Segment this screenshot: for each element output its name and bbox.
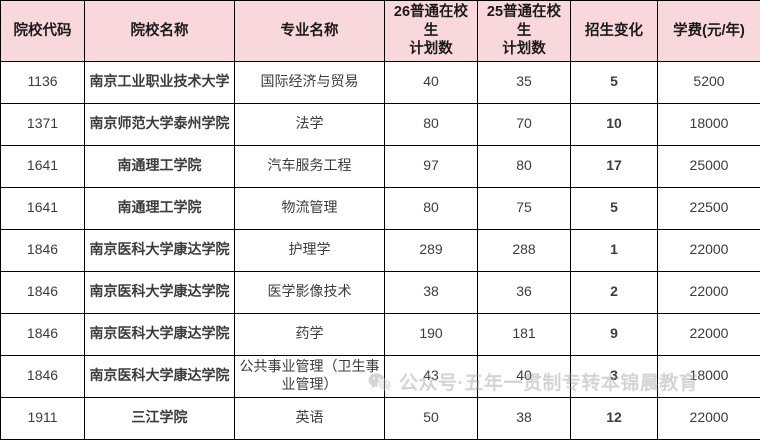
- cell-tuition-fee: 18000: [658, 355, 760, 397]
- cell-school-name: 南京工业职业技术大学: [85, 61, 235, 103]
- cell-major-name: 药学: [235, 313, 385, 355]
- column-header-plan25-line1: 25普通在校生: [487, 4, 561, 39]
- cell-major-name: 法学: [235, 103, 385, 145]
- cell-plan-2026: 80: [385, 187, 478, 229]
- enrollment-table-container: 院校代码 院校名称 专业名称 26普通在校生 计划数 25普通在校生 计划数 招…: [0, 0, 760, 413]
- cell-school-name: 三江学院: [85, 397, 235, 439]
- table-header-row: 院校代码 院校名称 专业名称 26普通在校生 计划数 25普通在校生 计划数 招…: [1, 1, 760, 62]
- cell-plan-2025: 40: [478, 355, 571, 397]
- cell-enrollment-change: 5: [571, 61, 658, 103]
- cell-enrollment-change: 3: [571, 355, 658, 397]
- column-header-plan25: 25普通在校生 计划数: [478, 1, 571, 62]
- cell-major-name: 国际经济与贸易: [235, 61, 385, 103]
- cell-tuition-fee: 25000: [658, 145, 760, 187]
- cell-plan-2025: 70: [478, 103, 571, 145]
- cell-school-code: 1371: [1, 103, 85, 145]
- cell-school-code: 1846: [1, 313, 85, 355]
- cell-tuition-fee: 22500: [658, 187, 760, 229]
- cell-school-code: 1641: [1, 187, 85, 229]
- column-header-school: 院校名称: [85, 1, 235, 62]
- cell-enrollment-change: 10: [571, 103, 658, 145]
- table-header: 院校代码 院校名称 专业名称 26普通在校生 计划数 25普通在校生 计划数 招…: [1, 1, 760, 62]
- column-header-change-label: 招生变化: [585, 23, 643, 39]
- column-header-major-label: 专业名称: [281, 23, 339, 39]
- cell-plan-2025: 35: [478, 61, 571, 103]
- cell-school-name: 南通理工学院: [85, 187, 235, 229]
- cell-school-name: 南京医科大学康达学院: [85, 313, 235, 355]
- cell-school-name: 南京医科大学康达学院: [85, 355, 235, 397]
- cell-enrollment-change: 17: [571, 145, 658, 187]
- column-header-plan26: 26普通在校生 计划数: [385, 1, 478, 62]
- cell-school-code: 1911: [1, 397, 85, 439]
- cell-enrollment-change: 12: [571, 397, 658, 439]
- cell-plan-2025: 36: [478, 271, 571, 313]
- column-header-plan26-line2: 计划数: [409, 41, 453, 57]
- cell-school-code: 1846: [1, 271, 85, 313]
- cell-school-code: 1136: [1, 61, 85, 103]
- cell-school-name: 南京医科大学康达学院: [85, 271, 235, 313]
- cell-school-code: 1641: [1, 145, 85, 187]
- cell-enrollment-change: 9: [571, 313, 658, 355]
- column-header-plan26-line1: 26普通在校生: [394, 4, 468, 39]
- cell-plan-2026: 38: [385, 271, 478, 313]
- cell-tuition-fee: 22000: [658, 397, 760, 439]
- column-header-fee: 学费(元/年): [658, 1, 760, 62]
- cell-school-name: 南京医科大学康达学院: [85, 229, 235, 271]
- column-header-code-label: 院校代码: [14, 23, 72, 39]
- cell-school-code: 1846: [1, 229, 85, 271]
- column-header-code: 院校代码: [1, 1, 85, 62]
- cell-plan-2026: 190: [385, 313, 478, 355]
- cell-plan-2026: 97: [385, 145, 478, 187]
- cell-tuition-fee: 22000: [658, 313, 760, 355]
- cell-school-name: 南京师范大学泰州学院: [85, 103, 235, 145]
- cell-plan-2025: 181: [478, 313, 571, 355]
- cell-plan-2026: 50: [385, 397, 478, 439]
- cell-plan-2025: 75: [478, 187, 571, 229]
- cell-plan-2026: 289: [385, 229, 478, 271]
- column-header-plan25-line2: 计划数: [502, 41, 546, 57]
- cell-tuition-fee: 22000: [658, 271, 760, 313]
- cell-school-name: 南通理工学院: [85, 145, 235, 187]
- cell-major-name: 公共事业管理（卫生事业管理）: [235, 355, 385, 397]
- cell-plan-2025: 38: [478, 397, 571, 439]
- cell-enrollment-change: 1: [571, 229, 658, 271]
- cell-major-name: 英语: [235, 397, 385, 439]
- cell-plan-2026: 43: [385, 355, 478, 397]
- cell-tuition-fee: 5200: [658, 61, 760, 103]
- cell-tuition-fee: 18000: [658, 103, 760, 145]
- cell-enrollment-change: 5: [571, 187, 658, 229]
- cell-major-name: 医学影像技术: [235, 271, 385, 313]
- cell-tuition-fee: 22000: [658, 229, 760, 271]
- column-header-school-label: 院校名称: [131, 23, 189, 39]
- cell-plan-2025: 80: [478, 145, 571, 187]
- cell-school-code: 1846: [1, 355, 85, 397]
- cell-plan-2026: 80: [385, 103, 478, 145]
- cell-major-name: 汽车服务工程: [235, 145, 385, 187]
- cell-plan-2026: 40: [385, 61, 478, 103]
- cell-major-name: 物流管理: [235, 187, 385, 229]
- cell-major-name: 护理学: [235, 229, 385, 271]
- cell-enrollment-change: 2: [571, 271, 658, 313]
- column-header-change: 招生变化: [571, 1, 658, 62]
- column-header-major: 专业名称: [235, 1, 385, 62]
- cell-plan-2025: 288: [478, 229, 571, 271]
- column-header-fee-label: 学费(元/年): [673, 23, 745, 39]
